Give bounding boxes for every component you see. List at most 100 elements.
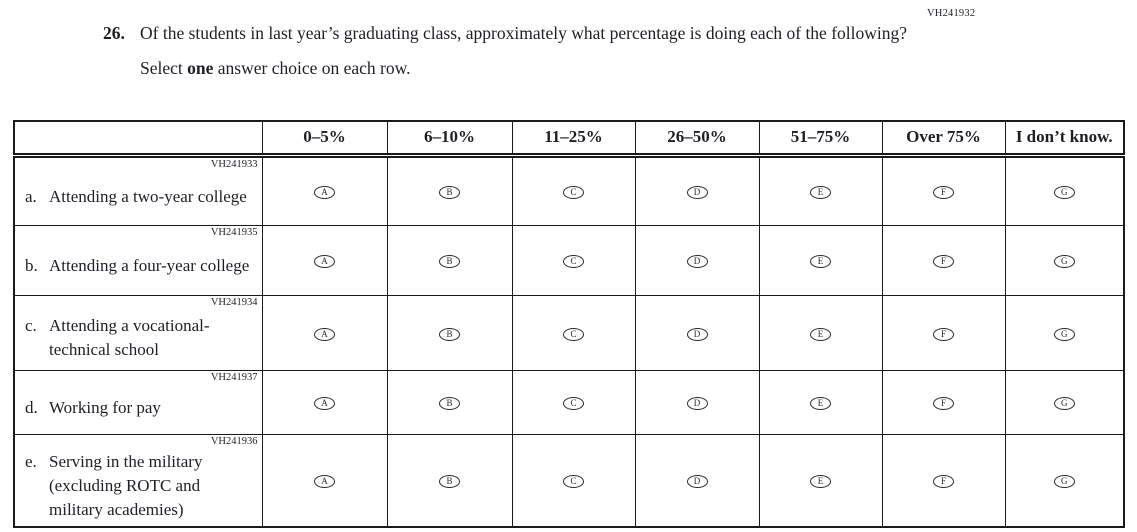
table-row-c: VH241934 c. Attending a vocational-technic…: [13, 294, 1125, 371]
question-number: 26.: [103, 23, 125, 43]
column-header-4: 26–50%: [634, 120, 760, 158]
option-bubble-a-c[interactable]: C: [563, 186, 584, 199]
row-label-cell-a: VH241933 a. Attending a two-year college: [13, 154, 263, 226]
row-letter: a.: [25, 186, 37, 206]
option-cell-c-a: A: [261, 294, 388, 371]
row-code: VH241935: [210, 226, 258, 238]
option-bubble-a-f[interactable]: F: [933, 186, 954, 199]
header-empty-cell: [13, 120, 263, 158]
option-bubble-a-d[interactable]: D: [686, 186, 708, 199]
option-bubble-b-a[interactable]: A: [314, 255, 335, 268]
option-cell-c-b: B: [386, 294, 513, 371]
option-bubble-c-e[interactable]: E: [810, 327, 831, 341]
option-bubble-c-b[interactable]: B: [439, 327, 460, 341]
row-label-cell-d: VH241937 d. Working for pay: [13, 369, 263, 435]
row-label-cell-b: VH241935 b. Attending a four-year college: [13, 224, 263, 296]
option-bubble-e-a[interactable]: A: [314, 475, 335, 488]
row-label-text: Serving in the military (excluding ROTC …: [49, 451, 203, 519]
row-letter: e.: [25, 451, 37, 471]
option-cell-e-f: F: [881, 433, 1006, 527]
form-code: VH241932: [927, 8, 976, 19]
option-cell-c-c: C: [511, 294, 636, 371]
option-bubble-d-e[interactable]: E: [810, 397, 831, 410]
option-cell-d-g: G: [1004, 369, 1125, 435]
option-bubble-d-a[interactable]: A: [314, 397, 335, 410]
option-bubble-b-c[interactable]: C: [563, 255, 584, 268]
row-letter: c.: [25, 316, 37, 335]
option-cell-e-c: C: [511, 433, 636, 527]
option-cell-e-d: D: [634, 433, 760, 527]
instruction-suffix: answer choice on each row.: [213, 58, 411, 78]
row-label-text: Attending a four-year college: [49, 255, 250, 275]
option-cell-b-a: A: [261, 224, 388, 296]
option-cell-e-b: B: [386, 433, 513, 527]
table-row-e: VH241936 e. Serving in the military (exclu…: [13, 433, 1125, 527]
question-block: 26. Of the students in last year’s gradu…: [103, 20, 912, 82]
row-label-text: Attending a two-year college: [49, 186, 247, 206]
row-code: VH241934: [210, 296, 258, 308]
option-bubble-b-d[interactable]: D: [686, 255, 708, 268]
option-bubble-d-g[interactable]: G: [1053, 397, 1075, 410]
option-cell-d-b: B: [386, 369, 513, 435]
question-body: Of the students in last year’s graduatin…: [140, 20, 912, 82]
option-bubble-b-f[interactable]: F: [933, 255, 954, 268]
option-bubble-e-f[interactable]: F: [933, 475, 954, 488]
option-bubble-e-b[interactable]: B: [439, 475, 460, 488]
row-label: b. Attending a four-year college: [25, 254, 249, 278]
option-cell-d-e: E: [758, 369, 883, 435]
option-cell-a-b: B: [386, 154, 513, 226]
option-cell-b-e: E: [758, 224, 883, 296]
row-label-cell-e: VH241936 e. Serving in the military (exclu…: [13, 433, 263, 527]
option-bubble-c-d[interactable]: D: [686, 327, 708, 341]
option-cell-e-g: G: [1004, 433, 1125, 527]
option-cell-a-c: C: [511, 154, 636, 226]
option-cell-d-d: D: [634, 369, 760, 435]
row-letter: b.: [25, 255, 38, 275]
option-bubble-a-g[interactable]: G: [1053, 186, 1075, 199]
option-cell-c-g: G: [1004, 294, 1125, 371]
option-bubble-e-c[interactable]: C: [563, 475, 584, 488]
row-label-text: Attending a vocational-technical school: [49, 316, 210, 359]
option-cell-d-a: A: [261, 369, 388, 435]
option-cell-b-d: D: [634, 224, 760, 296]
row-label: c. Attending a vocational-technical schoo…: [25, 314, 256, 362]
table-row-b: VH241935 b. Attending a four-year college A…: [13, 224, 1125, 296]
option-bubble-c-f[interactable]: F: [933, 327, 954, 341]
option-cell-e-a: A: [261, 433, 388, 527]
option-cell-b-g: G: [1004, 224, 1125, 296]
option-bubble-c-a[interactable]: A: [314, 327, 335, 341]
column-header-5: 51–75%: [758, 120, 883, 158]
option-cell-d-f: F: [881, 369, 1006, 435]
option-bubble-c-c[interactable]: C: [563, 327, 584, 341]
option-bubble-d-f[interactable]: F: [933, 397, 954, 410]
option-cell-c-f: F: [881, 294, 1006, 371]
option-cell-a-g: G: [1004, 154, 1125, 226]
table-row-a: VH241933 a. Attending a two-year college A B…: [13, 154, 1125, 226]
option-bubble-c-g[interactable]: G: [1053, 327, 1075, 341]
option-bubble-b-g[interactable]: G: [1053, 255, 1075, 268]
row-code: VH241933: [210, 158, 258, 170]
option-cell-a-a: A: [261, 154, 388, 226]
option-bubble-e-d[interactable]: D: [686, 475, 708, 488]
option-bubble-d-d[interactable]: D: [686, 397, 708, 410]
option-cell-c-e: E: [758, 294, 883, 371]
option-bubble-a-b[interactable]: B: [439, 186, 460, 199]
option-cell-d-c: C: [511, 369, 636, 435]
row-code: VH241936: [210, 435, 258, 447]
column-header-3: 11–25%: [511, 120, 636, 158]
column-header-2: 6–10%: [386, 120, 513, 158]
option-cell-b-b: B: [386, 224, 513, 296]
header-row: 0–5% 6–10% 11–25% 26–50% 51–75% Over 75% I don…: [13, 120, 1125, 158]
question-text: Of the students in last year’s graduatin…: [140, 23, 908, 43]
option-bubble-b-b[interactable]: B: [439, 255, 460, 268]
option-bubble-a-e[interactable]: E: [810, 186, 831, 199]
option-bubble-a-a[interactable]: A: [314, 186, 335, 199]
option-cell-e-e: E: [758, 433, 883, 527]
option-bubble-b-e[interactable]: E: [810, 255, 831, 268]
option-bubble-d-b[interactable]: B: [439, 397, 460, 410]
option-bubble-e-e[interactable]: E: [810, 475, 831, 488]
option-bubble-e-g[interactable]: G: [1053, 475, 1075, 488]
option-cell-c-d: D: [634, 294, 760, 371]
column-header-1: 0–5%: [261, 120, 388, 158]
option-bubble-d-c[interactable]: C: [563, 397, 584, 410]
